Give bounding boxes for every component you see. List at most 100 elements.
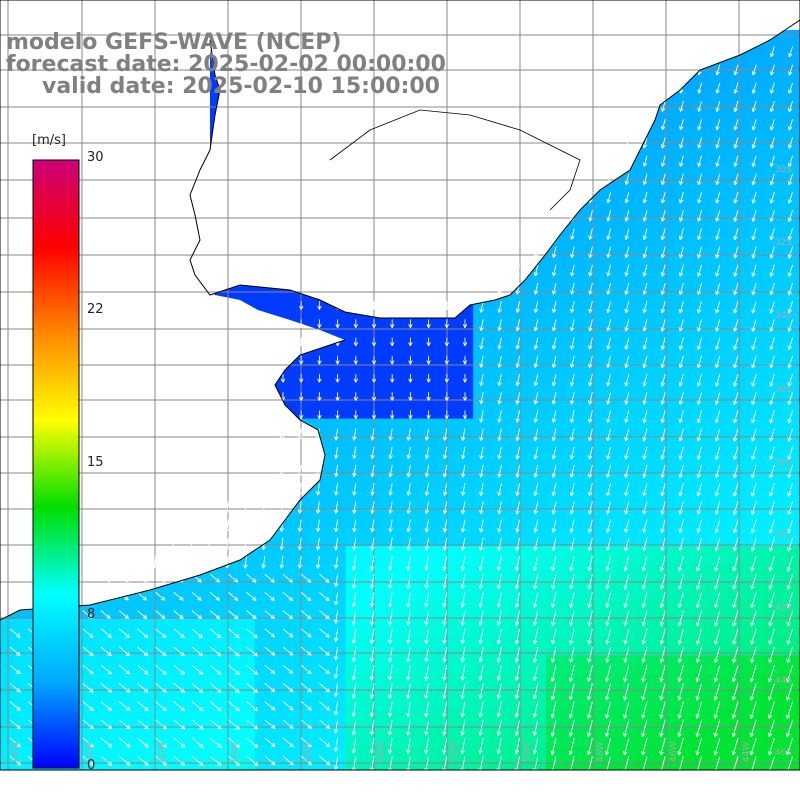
wind-arrow	[787, 537, 794, 552]
wind-arrow	[678, 337, 684, 350]
wind-arrow	[533, 246, 539, 258]
wind-arrow	[389, 319, 395, 328]
wind-arrow	[733, 410, 739, 424]
wind-arrow	[335, 392, 340, 401]
wind-arrow	[424, 464, 430, 478]
wind-arrow	[661, 119, 666, 131]
wind-arrow	[642, 355, 648, 369]
wind-arrow	[751, 100, 757, 113]
wind-arrow	[568, 719, 575, 737]
wind-arrow	[264, 719, 276, 729]
wind-arrow	[642, 483, 648, 497]
wind-arrow	[695, 756, 703, 770]
wind-arrow	[569, 373, 575, 387]
wind-arrow	[137, 719, 149, 730]
wind-arrow	[769, 483, 775, 497]
wind-arrow	[588, 210, 593, 222]
wind-arrow	[497, 410, 502, 423]
wind-arrow	[137, 610, 148, 619]
wind-arrow	[388, 483, 393, 496]
wind-arrow	[389, 392, 395, 401]
wind-arrow	[533, 264, 539, 277]
wind-arrow	[532, 737, 539, 755]
wind-arrow	[137, 646, 149, 657]
wind-arrow	[769, 173, 775, 186]
wind-arrow	[660, 282, 666, 295]
wind-arrow	[660, 155, 666, 167]
wind-arrow	[264, 701, 276, 711]
wind-arrow	[478, 592, 484, 608]
wind-arrow	[533, 537, 539, 551]
wind-arrow	[424, 628, 430, 644]
wind-arrow	[588, 392, 593, 405]
wind-arrow	[173, 701, 186, 712]
wind-arrow	[715, 210, 721, 222]
wind-arrow	[389, 337, 395, 347]
wind-arrow	[623, 574, 630, 590]
wind-arrow	[678, 228, 684, 241]
wind-arrow	[442, 501, 448, 515]
wind-arrow	[677, 683, 684, 701]
wind-arrow	[623, 719, 630, 737]
wind-arrow	[444, 392, 450, 401]
wind-arrow	[659, 592, 666, 608]
wind-arrow	[751, 373, 757, 387]
lat-label: 42S	[775, 603, 792, 613]
wind-arrow	[715, 337, 721, 350]
colorbar-tick-30: 30	[87, 150, 104, 165]
wind-arrow	[605, 610, 612, 627]
wind-arrow	[461, 464, 466, 478]
wind-arrow	[769, 137, 775, 149]
wind-arrow	[442, 446, 448, 460]
wind-arrow	[606, 373, 612, 387]
wind-arrow	[750, 574, 757, 590]
wind-arrow	[788, 100, 794, 113]
wind-arrow	[678, 519, 684, 533]
wind-arrow	[424, 537, 430, 551]
wind-arrow	[551, 301, 557, 313]
wind-arrow	[243, 555, 248, 569]
wind-arrow	[715, 301, 721, 314]
wind-arrow	[677, 701, 684, 719]
wind-arrow	[460, 537, 466, 551]
wind-arrow	[319, 646, 330, 656]
wind-arrow	[228, 664, 240, 675]
wind-arrow	[297, 464, 303, 478]
wind-arrow	[279, 483, 285, 496]
wind-arrow	[768, 646, 775, 664]
wind-arrow	[118, 573, 129, 583]
lon-label: 54W	[377, 742, 387, 762]
wind-arrow	[587, 446, 593, 460]
wind-arrow	[351, 665, 357, 681]
wind-arrow	[155, 719, 167, 730]
wind-arrow	[769, 537, 775, 552]
wind-arrow	[82, 628, 94, 638]
wind-arrow	[533, 428, 539, 442]
wind-arrow	[750, 592, 757, 609]
wind-arrow	[352, 446, 357, 459]
wind-arrow	[388, 574, 393, 589]
wind-arrow	[497, 537, 502, 551]
wind-arrow	[659, 701, 666, 719]
wind-arrow	[624, 246, 630, 259]
wind-arrow	[732, 610, 739, 627]
wind-arrow	[406, 537, 411, 551]
wind-arrow	[715, 137, 721, 149]
wind-arrow	[786, 610, 794, 627]
wind-arrow	[751, 191, 757, 204]
wind-arrow	[678, 319, 684, 332]
wind-arrow	[733, 337, 739, 351]
wind-arrow	[696, 355, 703, 369]
wind-arrow	[228, 592, 239, 601]
wind-arrow	[551, 355, 557, 368]
wind-arrow	[319, 573, 330, 583]
wind-arrow	[479, 355, 484, 368]
wind-arrow	[679, 173, 684, 186]
wind-arrow	[479, 410, 484, 423]
wind-arrow	[515, 519, 521, 533]
wind-arrow	[570, 228, 575, 240]
wind-arrow	[300, 737, 313, 748]
wind-arrow	[100, 664, 112, 675]
wind-arrow	[300, 610, 312, 620]
wind-arrow	[641, 555, 648, 572]
